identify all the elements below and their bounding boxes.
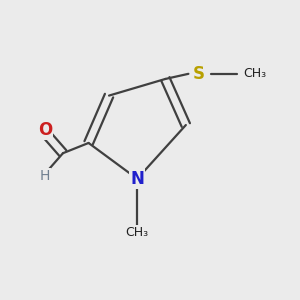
- Text: H: H: [40, 169, 50, 183]
- Text: CH₃: CH₃: [243, 67, 266, 80]
- Text: O: O: [38, 121, 52, 139]
- Text: S: S: [193, 65, 205, 83]
- Text: N: N: [130, 170, 144, 188]
- Text: CH₃: CH₃: [126, 226, 149, 239]
